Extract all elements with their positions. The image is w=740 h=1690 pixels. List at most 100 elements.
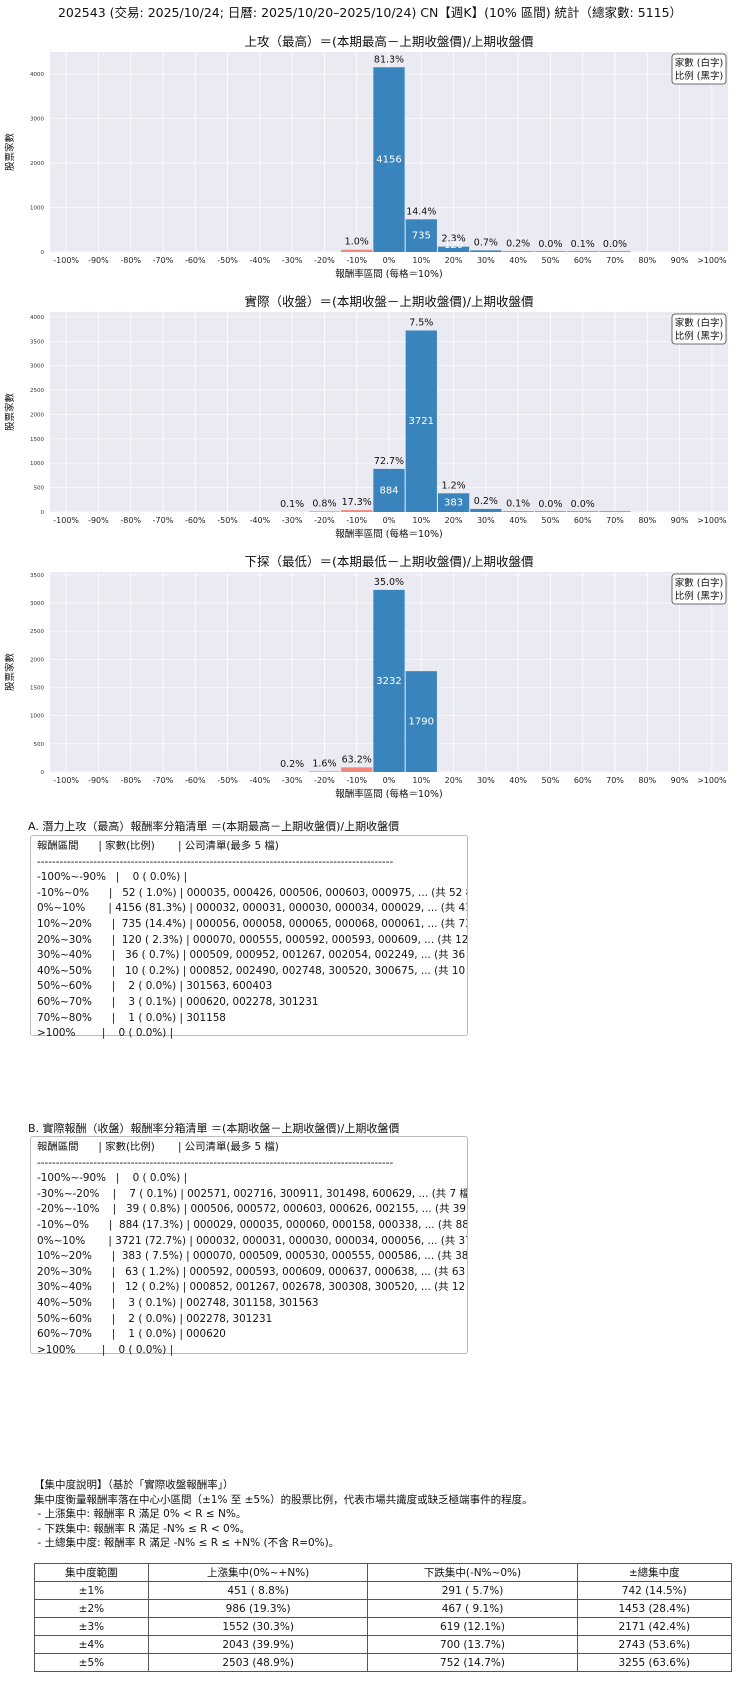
bar-count-label: 735 bbox=[412, 231, 431, 242]
x-tick-label: -20% bbox=[314, 776, 335, 785]
concentration-notes: 【集中度說明】（基於「實際收盤報酬率」） 集中度衡量報酬率落在中心小區間（±1% … bbox=[34, 1478, 533, 1551]
legend-line: 家數 (白字) bbox=[675, 577, 723, 589]
table-header-cell: 上漲集中(0%~+N%) bbox=[147, 1563, 369, 1582]
bar bbox=[599, 511, 631, 512]
table-cell: 2743 (53.6%) bbox=[576, 1635, 733, 1654]
x-tick-label: 0% bbox=[383, 256, 396, 265]
bar-pct-label: 0.8% bbox=[312, 499, 336, 510]
chart-actual: 實際（收盤）＝(本期收盤－上期收盤價)/上期收盤價 0 500 1000 1500 200… bbox=[0, 290, 740, 548]
y-tick-label: 500 bbox=[34, 486, 45, 492]
table-cell: 1552 (30.3%) bbox=[147, 1617, 369, 1636]
bar-pct-label: 0.0% bbox=[603, 239, 627, 250]
x-tick-label: -70% bbox=[153, 256, 174, 265]
table-row: ±5% 2503 (48.9%) 752 (14.7%) 3255 (63.6%) bbox=[34, 1653, 733, 1672]
bar bbox=[405, 330, 437, 512]
table-cell: 2171 (42.4%) bbox=[576, 1617, 733, 1636]
concentration-line: - 下跌集中: 報酬率 R 滿足 -N% ≤ R < 0%。 bbox=[34, 1522, 251, 1535]
x-tick-label: 30% bbox=[477, 516, 495, 525]
bar bbox=[437, 493, 470, 512]
section-b-line: ----------------------------------------… bbox=[37, 1156, 394, 1169]
table-cell: 3255 (63.6%) bbox=[576, 1653, 733, 1672]
chart-svg: 下探（最低）＝(本期最低－上期收盤價)/上期收盤價 0 500 1000 1500 200… bbox=[4, 554, 728, 800]
x-tick-label: 20% bbox=[445, 256, 463, 265]
table-cell: ±3% bbox=[34, 1617, 149, 1636]
y-tick-label: 1000 bbox=[30, 461, 44, 467]
x-tick-label: 50% bbox=[542, 516, 560, 525]
legend: 家數 (白字)比例 (黑字) bbox=[671, 313, 727, 345]
x-tick-label: 10% bbox=[412, 516, 430, 525]
section-a-line: 0%~10% | 4156 (81.3%) | 000032, 000031, … bbox=[37, 902, 467, 915]
bar bbox=[470, 250, 502, 252]
section-a-line: -10%~0% | 52 ( 1.0%) | 000035, 000426, 0… bbox=[37, 886, 467, 899]
legend-line: 比例 (黑字) bbox=[675, 70, 723, 82]
x-tick-label: -70% bbox=[153, 516, 174, 525]
x-tick-label: 20% bbox=[445, 776, 463, 785]
bar bbox=[502, 251, 534, 252]
bar-pct-label: 0.2% bbox=[506, 239, 530, 250]
table-row: ±3% 1552 (30.3%) 619 (12.1%) 2171 (42.4%) bbox=[34, 1617, 733, 1636]
table-header-cell: 下跌集中(-N%~0%) bbox=[367, 1563, 578, 1582]
y-tick-label: 2500 bbox=[30, 388, 44, 394]
legend-box bbox=[671, 53, 727, 85]
bar bbox=[373, 589, 405, 772]
legend-line: 家數 (白字) bbox=[675, 317, 723, 329]
x-tick-label: 90% bbox=[671, 516, 689, 525]
bar-pct-label: 1.6% bbox=[312, 758, 336, 769]
section-a-line: 30%~40% | 36 ( 0.7%) | 000509, 000952, 0… bbox=[37, 949, 467, 962]
concentration-line: 【集中度說明】（基於「實際收盤報酬率」） bbox=[34, 1479, 234, 1491]
x-tick-label: -50% bbox=[217, 256, 238, 265]
section-a-line: 60%~70% | 3 ( 0.1%) | 000620, 002278, 30… bbox=[37, 995, 319, 1008]
x-tick-label: 60% bbox=[574, 256, 592, 265]
x-tick-label: -100% bbox=[53, 776, 79, 785]
x-tick-label: -60% bbox=[185, 516, 206, 525]
section-b-line: -20%~-10% | 39 ( 0.8%) | 000506, 000572,… bbox=[37, 1203, 467, 1216]
bar bbox=[341, 510, 373, 512]
bar bbox=[534, 511, 567, 512]
bar-pct-label: 1.0% bbox=[345, 237, 369, 248]
concentration-line: - 土總集中度: 報酬率 R 滿足 -N% ≤ R ≤ +N% (不含 R=0%… bbox=[34, 1537, 340, 1549]
bar bbox=[437, 246, 470, 252]
x-tick-label: -80% bbox=[120, 516, 141, 525]
y-tick-label: 1500 bbox=[30, 437, 44, 443]
bar-count-label: 4156 bbox=[376, 155, 401, 166]
x-tick-label: 40% bbox=[509, 256, 527, 265]
table-cell: 619 (12.1%) bbox=[367, 1617, 578, 1636]
concentration-line: 集中度衡量報酬率落在中心小區間（±1% 至 ±5%）的股票比例，代表市場共識度或… bbox=[34, 1493, 533, 1506]
section-a-list: 報酬區間 | 家數(比例) | 公司清單(最多 5 檔) ------------… bbox=[30, 835, 468, 1039]
y-tick-label: 1500 bbox=[30, 685, 44, 691]
x-tick-label: -80% bbox=[120, 256, 141, 265]
page-title: 202543 (交易: 2025/10/24; 日曆: 2025/10/20–2… bbox=[57, 5, 683, 20]
table-row: ±1% 451 ( 8.8%) 291 ( 5.7%) 742 (14.5%) bbox=[34, 1581, 733, 1600]
x-tick-label: -80% bbox=[120, 776, 141, 785]
y-tick-label: 3500 bbox=[30, 339, 44, 345]
bar bbox=[405, 219, 437, 252]
x-tick-label: 60% bbox=[574, 776, 592, 785]
section-a-line: -100%~-90% | 0 ( 0.0%) | bbox=[37, 871, 188, 884]
bar bbox=[405, 671, 437, 772]
table-cell: ±2% bbox=[34, 1599, 149, 1618]
y-tick-label: 3000 bbox=[30, 364, 44, 370]
bar-pct-label: 0.1% bbox=[506, 498, 530, 509]
table-row: ±2% 986 (19.3%) 467 ( 9.1%) 1453 (28.4%) bbox=[34, 1599, 733, 1618]
y-tick-label: 1000 bbox=[30, 714, 44, 720]
x-axis-label: 報酬率區間 (每格＝10%) bbox=[335, 528, 443, 540]
bar-pct-label: 72.7% bbox=[374, 456, 404, 467]
section-b-line: 30%~40% | 12 ( 0.2%) | 000852, 001267, 0… bbox=[37, 1281, 467, 1294]
bar-pct-label: 14.4% bbox=[406, 206, 436, 217]
section-a-line: 報酬區間 | 家數(比例) | 公司清單(最多 5 檔) bbox=[37, 840, 279, 852]
chart-title: 上攻（最高）＝(本期最高－上期收盤價)/上期收盤價 bbox=[245, 34, 534, 49]
x-tick-label: -10% bbox=[346, 516, 367, 525]
x-tick-label: 90% bbox=[671, 256, 689, 265]
bar-pct-label: 81.3% bbox=[374, 54, 404, 65]
bar-count-label: 884 bbox=[379, 485, 398, 496]
table-cell: ±5% bbox=[34, 1653, 149, 1672]
chart-title: 實際（收盤）＝(本期收盤－上期收盤價)/上期收盤價 bbox=[245, 294, 534, 309]
section-a-line: 10%~20% | 735 (14.4%) | 000056, 000058, … bbox=[37, 917, 467, 930]
section-b-line: -10%~0% | 884 (17.3%) | 000029, 000035, … bbox=[37, 1218, 467, 1231]
bar bbox=[341, 249, 373, 252]
section-b-line: 60%~70% | 1 ( 0.0%) | 000620 bbox=[37, 1328, 226, 1341]
x-tick-label: -40% bbox=[250, 776, 271, 785]
bar-pct-label: 7.5% bbox=[409, 317, 433, 328]
y-axis-label: 股票家數 bbox=[4, 133, 16, 172]
section-b-line: -100%~-90% | 0 ( 0.0%) | bbox=[37, 1172, 188, 1185]
